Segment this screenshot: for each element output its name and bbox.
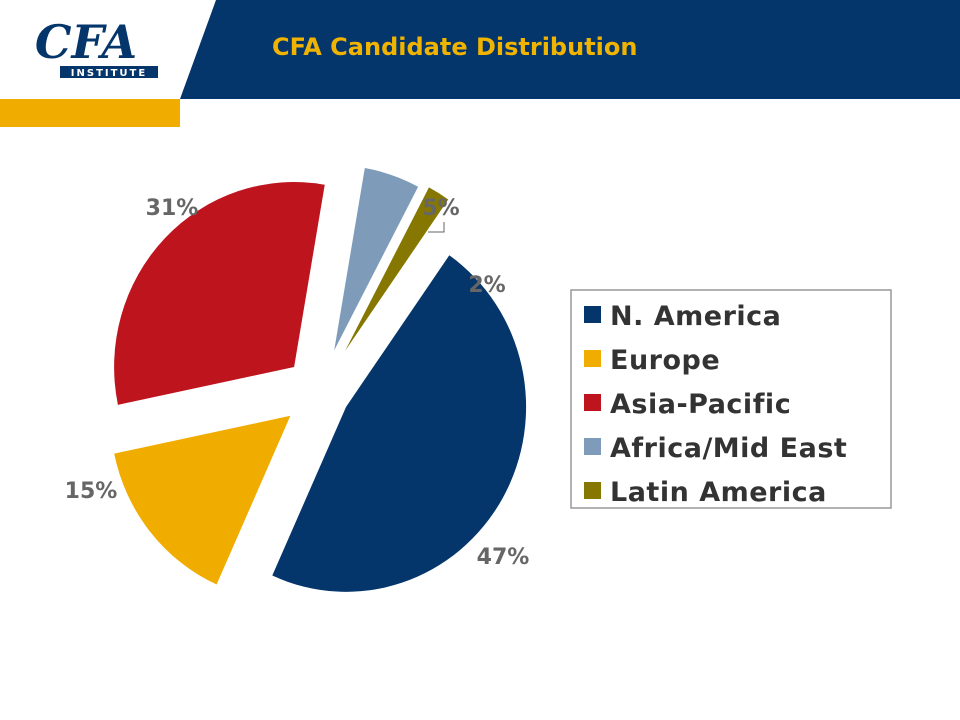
legend: N. America Europe Asia-Pacific Africa/Mid E…	[570, 289, 892, 509]
logo-text: CFA	[35, 15, 137, 69]
legend-label-latin-america: Latin America	[610, 477, 827, 508]
legend-swatch-north-america	[584, 306, 601, 323]
legend-label-asia-pacific: Asia-Pacific	[610, 389, 791, 420]
legend-swatch-europe	[584, 350, 601, 367]
legend-box	[570, 289, 892, 509]
pie-slice-north-america	[272, 255, 527, 592]
pie-slice-africa-mid-east	[334, 168, 419, 351]
header-band	[180, 0, 960, 99]
pie-slice-asia-pacific	[114, 181, 325, 405]
page-title: CFA Candidate Distribution	[272, 33, 637, 61]
pie-labels: 47% 15% 31% 5% 2%	[65, 196, 530, 570]
data-label-latin-america: 2%	[468, 273, 505, 298]
legend-swatch-latin-america	[584, 482, 601, 499]
legend-swatch-asia-pacific	[584, 394, 601, 411]
data-label-europe: 15%	[65, 479, 118, 504]
data-label-africa-mid-east: 5%	[422, 196, 459, 221]
data-label-north-america: 47%	[477, 545, 530, 570]
legend-label-north-america: N. America	[610, 301, 781, 332]
legend-swatch-africa-mid-east	[584, 438, 601, 455]
legend-label-africa-mid-east: Africa/Mid East	[610, 433, 847, 464]
header: CFA INSTITUTE CFA Candidate Distribution	[0, 0, 960, 127]
pie-slice-latin-america	[345, 187, 449, 352]
pie-chart	[114, 168, 527, 592]
data-label-asia-pacific: 31%	[146, 196, 199, 221]
logo: CFA INSTITUTE	[8, 10, 160, 80]
header-accent-bar	[0, 99, 180, 127]
legend-label-europe: Europe	[610, 345, 720, 376]
logo-subtext: INSTITUTE	[71, 68, 147, 79]
pie-slice-europe	[114, 415, 291, 585]
leader-line-africa	[428, 222, 445, 233]
